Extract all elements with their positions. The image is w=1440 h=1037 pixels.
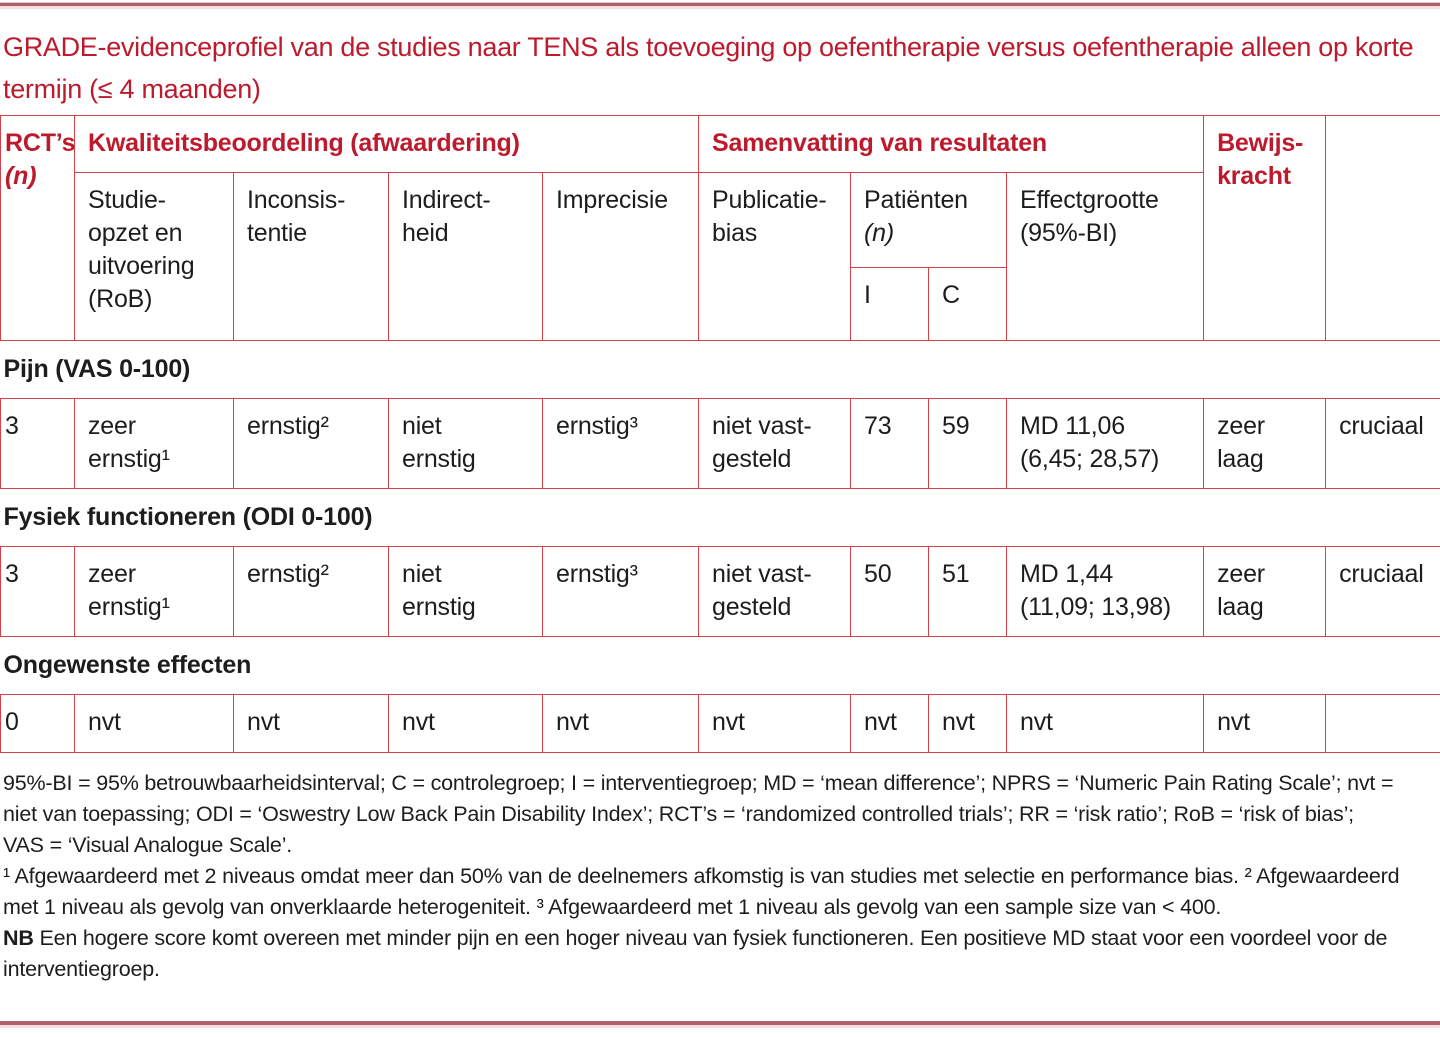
section-title-pain: Pijn (VAS 0-100): [0, 340, 1440, 399]
cell-effect-size: MD 11,06 (6,45; 28,57): [1006, 398, 1205, 489]
cell-study-design: zeer ernstig¹: [74, 546, 234, 637]
cell-publication-bias: nvt: [698, 694, 852, 753]
grade-evidence-table: RCT’s (n) Kwaliteitsbeoordeling (afwaarde…: [0, 115, 1440, 753]
cell-evidence-strength: zeer laag: [1203, 546, 1327, 637]
patients-n-label: (n): [864, 219, 894, 247]
footnote-nb-text: Een hogere score komt overeen met minder…: [3, 926, 1388, 981]
cell-patients-i: nvt: [850, 694, 930, 753]
cell-imprecision: ernstig³: [541, 546, 700, 637]
col-header-indirectness: Indirect- heid: [388, 172, 543, 341]
col-header-effect-size: Effectgrootte (95%-BI): [1006, 172, 1205, 341]
cell-inconsistency: ernstig²: [233, 546, 389, 637]
bottom-rule: [0, 1021, 1440, 1028]
cell-imprecision: ernstig³: [541, 398, 700, 489]
patients-label: Patiënten: [864, 186, 968, 214]
cell-indirectness: niet ernstig: [388, 546, 543, 637]
col-group-summary: Samenvatting van resultaten: [698, 115, 1205, 173]
cell-rcts: 3: [0, 546, 75, 637]
footnote-nb: NB Een hogere score komt overeen met min…: [3, 923, 1400, 985]
col-header-inconsistency: Inconsis- tentie: [233, 172, 389, 341]
footnote-nb-label: NB: [3, 926, 34, 950]
rcts-label: RCT’s: [5, 129, 75, 157]
table-row-function: 3 zeer ernstig¹ ernstig² niet ernstig er…: [0, 546, 1440, 637]
col-header-rcts: RCT’s (n): [0, 115, 75, 341]
cell-imprecision: nvt: [541, 694, 700, 753]
col-header-imprecision: Imprecisie: [541, 172, 700, 341]
rcts-n-label: (n): [5, 162, 37, 190]
cell-indirectness: niet ernstig: [388, 398, 543, 489]
footnote-abbreviations: 95%-BI = 95% betrouwbaarheidsinterval; C…: [3, 771, 1394, 857]
cell-patients-c: 51: [928, 546, 1008, 637]
top-rule: [0, 0, 1440, 9]
cell-patients-i: 73: [850, 398, 930, 489]
section-header-row-pain: Pijn (VAS 0-100): [0, 340, 1440, 399]
footnotes: 95%-BI = 95% betrouwbaarheidsinterval; C…: [3, 768, 1400, 985]
section-header-row-function: Fysiek functioneren (ODI 0-100): [0, 488, 1440, 547]
cell-importance: cruciaal: [1325, 398, 1440, 489]
sub-header-row: Studie- opzet en uitvoering (RoB) Incons…: [1, 172, 1440, 341]
cell-patients-i: 50: [850, 546, 930, 637]
col-header-intervention: I: [850, 267, 930, 341]
section-header-row-adverse: Ongewenste effecten: [0, 636, 1440, 695]
ic-header-row: I C: [1, 267, 1440, 341]
cell-rcts: 3: [0, 398, 75, 489]
col-header-evidence-strength: Bewijs- kracht: [1203, 115, 1327, 341]
cell-inconsistency: nvt: [233, 694, 389, 753]
cell-effect-size: MD 1,44 (11,09; 13,98): [1006, 546, 1205, 637]
col-header-publication-bias: Publicatie- bias: [698, 172, 852, 341]
section-title-function: Fysiek functioneren (ODI 0-100): [0, 488, 1440, 547]
cell-patients-c: 59: [928, 398, 1008, 489]
col-header-control: C: [928, 267, 1008, 341]
cell-publication-bias: niet vast- gesteld: [698, 546, 852, 637]
cell-evidence-strength: zeer laag: [1203, 398, 1327, 489]
cell-effect-size: nvt: [1006, 694, 1205, 753]
section-title-adverse: Ongewenste effecten: [0, 636, 1440, 695]
col-header-patients: Patiënten (n): [850, 172, 1008, 268]
cell-publication-bias: niet vast- gesteld: [698, 398, 852, 489]
col-header-study-design: Studie- opzet en uitvoering (RoB): [74, 172, 234, 341]
cell-rcts: 0: [0, 694, 75, 753]
cell-study-design: zeer ernstig¹: [74, 398, 234, 489]
cell-indirectness: nvt: [388, 694, 543, 753]
cell-importance: cruciaal: [1325, 546, 1440, 637]
table-row-adverse: 0 nvt nvt nvt nvt nvt nvt nvt nvt nvt: [0, 694, 1440, 753]
cell-evidence-strength: nvt: [1203, 694, 1327, 753]
cell-study-design: nvt: [74, 694, 234, 753]
cell-inconsistency: ernstig²: [233, 398, 389, 489]
group-header-row: RCT’s (n) Kwaliteitsbeoordeling (afwaarde…: [0, 115, 1440, 341]
cell-patients-c: nvt: [928, 694, 1008, 753]
col-header-importance: [1325, 115, 1440, 341]
table-row-pain: 3 zeer ernstig¹ ernstig² niet ernstig er…: [0, 398, 1440, 489]
footnote-numbered: ¹ Afgewaardeerd met 2 niveaus omdat meer…: [3, 864, 1400, 919]
col-group-quality: Kwaliteitsbeoordeling (afwaardering): [73, 115, 700, 173]
page-title: GRADE-evidenceprofiel van de studies naa…: [3, 32, 1414, 104]
cell-importance: [1325, 694, 1440, 753]
